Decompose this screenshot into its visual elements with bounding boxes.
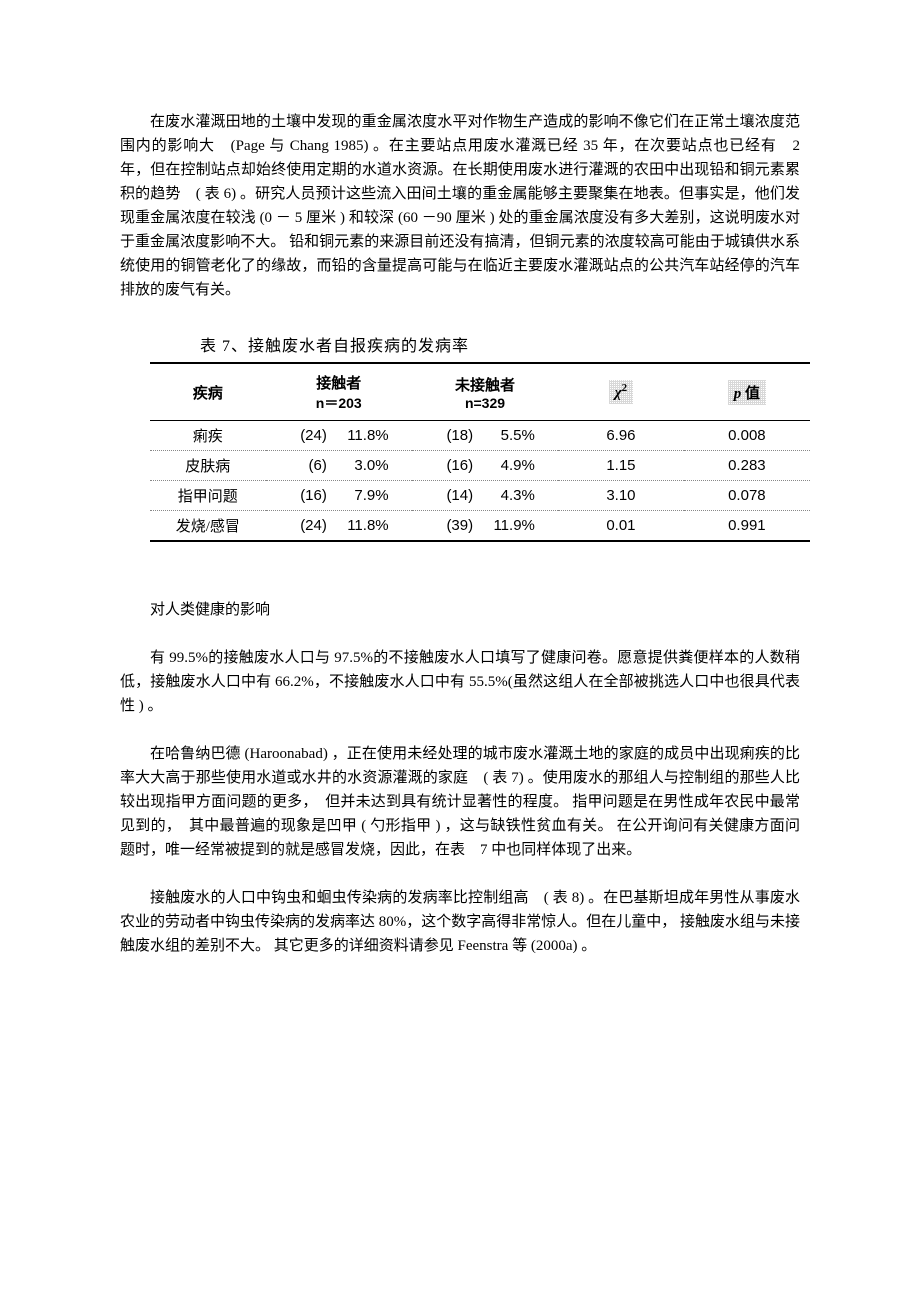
cell-notexposed: (14) 4.3%: [412, 481, 558, 511]
col-disease-label: 疾病: [193, 386, 223, 402]
cell-p: 0.283: [684, 451, 810, 481]
document-page: 在废水灌溉田地的土壤中发现的重金属浓度水平对作物生产造成的影响不像它们在正常土壤…: [0, 0, 920, 1303]
cell-disease: 发烧/感冒: [150, 511, 266, 542]
cell-exposed: (16) 7.9%: [266, 481, 412, 511]
cell-notexposed: (16) 4.9%: [412, 451, 558, 481]
cell-exp-pct: 11.8%: [339, 427, 389, 444]
cell-exposed: (24) 11.8%: [266, 421, 412, 451]
cell-chi: 0.01: [558, 511, 684, 542]
cell-disease: 皮肤病: [150, 451, 266, 481]
cell-ne-pct: 5.5%: [485, 427, 535, 444]
cell-ne-n: (16): [435, 457, 473, 474]
table-row: 痢疾 (24) 11.8% (18) 5.5% 6.96 0.008: [150, 421, 810, 451]
cell-disease: 指甲问题: [150, 481, 266, 511]
table7-wrap: 表 7、接触废水者自报疾病的发病率 疾病 接触者 n＝203 未接触者 n=32…: [120, 332, 800, 542]
paragraph-4: 接触废水的人口中钩虫和蛔虫传染病的发病率比控制组高 ( 表 8) 。在巴基斯坦成…: [120, 886, 800, 958]
chi-squared-symbol: χ2: [609, 380, 633, 404]
table7-title: 表 7、接触废水者自报疾病的发病率: [200, 332, 800, 356]
cell-exp-pct: 11.8%: [339, 517, 389, 534]
col-chi-header: χ2: [558, 363, 684, 421]
cell-p: 0.008: [684, 421, 810, 451]
col-notexposed-top: 未接触者: [418, 374, 552, 395]
cell-chi: 3.10: [558, 481, 684, 511]
table-row: 皮肤病 (6) 3.0% (16) 4.9% 1.15 0.283: [150, 451, 810, 481]
paragraph-3: 在哈鲁纳巴德 (Haroonabad) ，正在使用未经处理的城市废水灌溉土地的家…: [120, 742, 800, 862]
cell-ne-pct: 11.9%: [485, 517, 535, 534]
cell-exp-n: (24): [289, 517, 327, 534]
cell-ne-pct: 4.3%: [485, 487, 535, 504]
cell-disease: 痢疾: [150, 421, 266, 451]
cell-ne-pct: 4.9%: [485, 457, 535, 474]
subheading-health: 对人类健康的影响: [120, 598, 800, 622]
cell-exposed: (6) 3.0%: [266, 451, 412, 481]
cell-ne-n: (18): [435, 427, 473, 444]
cell-p: 0.991: [684, 511, 810, 542]
paragraph-1: 在废水灌溉田地的土壤中发现的重金属浓度水平对作物生产造成的影响不像它们在正常土壤…: [120, 110, 800, 302]
p-suffix: 值: [741, 386, 760, 402]
table-row: 发烧/感冒 (24) 11.8% (39) 11.9% 0.01 0.991: [150, 511, 810, 542]
paragraph-2: 有 99.5%的接触废水人口与 97.5%的不接触废水人口填写了健康问卷。愿意提…: [120, 646, 800, 718]
cell-exp-n: (6): [289, 457, 327, 474]
table7: 疾病 接触者 n＝203 未接触者 n=329 χ2: [150, 362, 810, 542]
cell-ne-n: (39): [435, 517, 473, 534]
cell-p: 0.078: [684, 481, 810, 511]
col-p-header: p 值: [684, 363, 810, 421]
cell-exp-n: (24): [289, 427, 327, 444]
cell-ne-n: (14): [435, 487, 473, 504]
table-row: 指甲问题 (16) 7.9% (14) 4.3% 3.10 0.078: [150, 481, 810, 511]
col-exposed-sub: n＝203: [272, 393, 406, 413]
cell-exp-pct: 7.9%: [339, 487, 389, 504]
p-value-symbol: p 值: [728, 380, 766, 405]
col-notexposed-sub: n=329: [418, 395, 552, 411]
table7-header-row: 疾病 接触者 n＝203 未接触者 n=329 χ2: [150, 363, 810, 421]
col-exposed-top: 接触者: [272, 372, 406, 393]
col-exposed-header: 接触者 n＝203: [266, 363, 412, 421]
cell-notexposed: (18) 5.5%: [412, 421, 558, 451]
cell-exp-n: (16): [289, 487, 327, 504]
col-disease-header: 疾病: [150, 363, 266, 421]
cell-notexposed: (39) 11.9%: [412, 511, 558, 542]
cell-chi: 1.15: [558, 451, 684, 481]
chi-base: χ: [615, 385, 622, 401]
cell-chi: 6.96: [558, 421, 684, 451]
chi-sup: 2: [622, 382, 628, 394]
cell-exp-pct: 3.0%: [339, 457, 389, 474]
col-notexposed-header: 未接触者 n=329: [412, 363, 558, 421]
table7-body: 痢疾 (24) 11.8% (18) 5.5% 6.96 0.008 皮肤病: [150, 421, 810, 542]
cell-exposed: (24) 11.8%: [266, 511, 412, 542]
